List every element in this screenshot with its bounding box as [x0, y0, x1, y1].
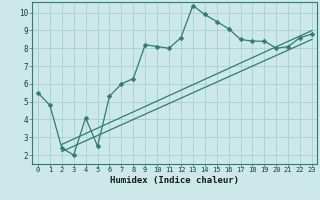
- X-axis label: Humidex (Indice chaleur): Humidex (Indice chaleur): [110, 176, 239, 185]
